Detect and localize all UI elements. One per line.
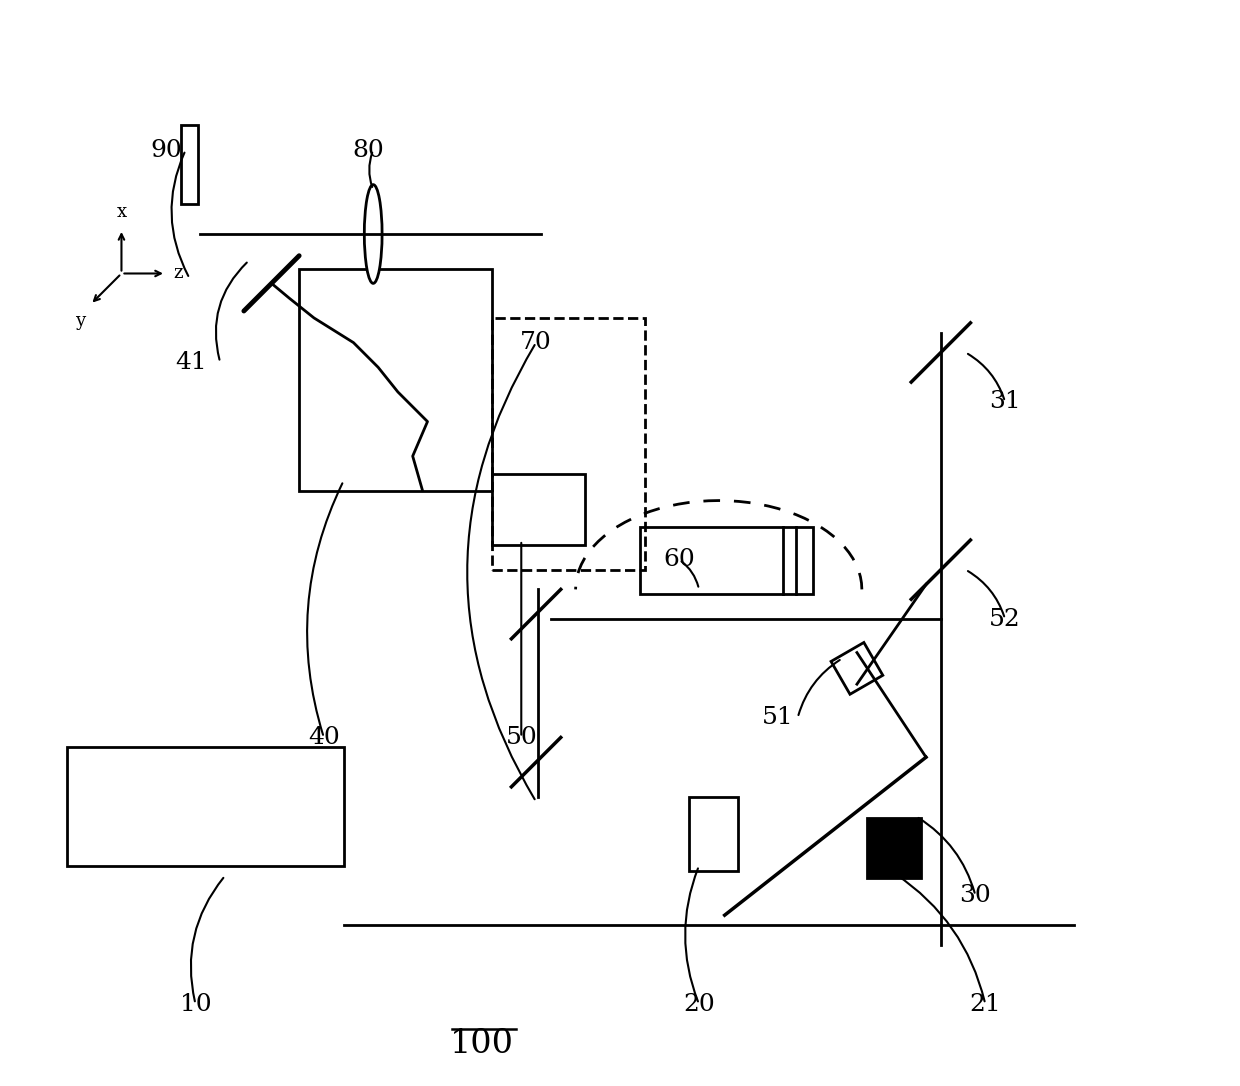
Text: 100: 100	[450, 1027, 513, 1060]
Text: z: z	[174, 265, 184, 282]
Text: 60: 60	[663, 548, 696, 571]
Text: 52: 52	[990, 607, 1021, 631]
Bar	[67, 747, 343, 866]
Bar	[492, 318, 645, 570]
Text: 50: 50	[506, 725, 537, 749]
Text: 10: 10	[180, 993, 211, 1015]
Text: 51: 51	[763, 706, 794, 729]
Text: 21: 21	[970, 993, 1001, 1015]
Bar	[867, 819, 921, 877]
Ellipse shape	[365, 185, 382, 283]
Text: 31: 31	[990, 390, 1021, 414]
Polygon shape	[831, 643, 883, 694]
Bar	[640, 527, 812, 594]
Bar	[492, 473, 585, 545]
Text: 30: 30	[960, 884, 991, 907]
Text: x: x	[117, 203, 126, 222]
Text: y: y	[76, 313, 86, 330]
Text: 80: 80	[352, 139, 384, 162]
Bar	[181, 125, 198, 204]
Text: 20: 20	[683, 993, 714, 1015]
Text: 40: 40	[308, 725, 340, 749]
Text: 70: 70	[521, 331, 552, 354]
Bar	[689, 797, 739, 871]
Text: 41: 41	[175, 351, 206, 374]
Text: 90: 90	[150, 139, 182, 162]
Bar	[299, 268, 492, 491]
